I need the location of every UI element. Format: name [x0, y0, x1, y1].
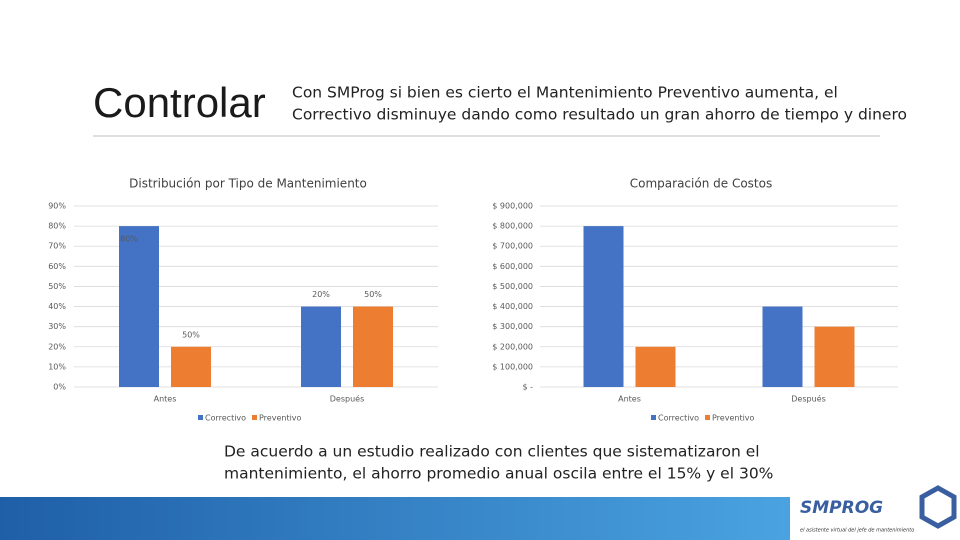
- chart-title: Distribución por Tipo de Mantenimiento: [129, 177, 367, 191]
- y-tick-label: $ 600,000: [492, 262, 533, 271]
- slide-title: Controlar: [93, 79, 266, 126]
- y-tick-label: 40%: [48, 302, 66, 311]
- subtitle-line: Con SMProg si bien es cierto el Mantenim…: [292, 84, 838, 102]
- footer-line: De acuerdo a un estudio realizado con cl…: [224, 443, 760, 461]
- y-tick-label: 0%: [53, 383, 66, 392]
- legend-label: Preventivo: [259, 414, 302, 423]
- y-tick-label: 50%: [48, 282, 66, 291]
- bar: [171, 346, 211, 387]
- y-tick-label: 90%: [48, 202, 66, 211]
- y-tick-label: $ 300,000: [492, 322, 533, 331]
- legend-swatch: [252, 415, 257, 420]
- y-tick-label: 60%: [48, 262, 66, 271]
- legend-swatch: [705, 415, 710, 420]
- y-tick-label: 20%: [48, 342, 66, 351]
- legend-label: Preventivo: [712, 414, 755, 423]
- y-tick-label: 30%: [48, 322, 66, 331]
- footer-line: mantenimiento, el ahorro promedio anual …: [224, 465, 773, 483]
- legend-label: Correctivo: [658, 414, 699, 423]
- logo-name: SMPROG: [800, 498, 883, 518]
- logo-tagline: el asistente virtual del jefe de manteni…: [800, 528, 914, 534]
- logo-icon: [919, 485, 957, 529]
- y-tick-label: 10%: [48, 362, 66, 371]
- y-tick-label: $ 900,000: [492, 202, 533, 211]
- legend-swatch: [651, 415, 656, 420]
- x-tick-label: Después: [330, 394, 365, 404]
- chart-title: Comparación de Costos: [630, 177, 772, 191]
- legend-label: Correctivo: [205, 414, 246, 423]
- bar: [353, 306, 393, 387]
- data-label: 50%: [364, 290, 382, 299]
- bar: [635, 346, 676, 387]
- y-tick-label: $ 100,000: [492, 362, 533, 371]
- y-tick-label: $ 400,000: [492, 302, 533, 311]
- y-tick-label: $ 500,000: [492, 282, 533, 291]
- data-label: 20%: [312, 290, 330, 299]
- bottom-band: [0, 497, 790, 540]
- bar: [762, 306, 803, 387]
- y-tick-label: 70%: [48, 242, 66, 251]
- y-tick-label: $ 800,000: [492, 222, 533, 231]
- y-tick-label: $ 200,000: [492, 342, 533, 351]
- bar: [583, 226, 624, 387]
- x-tick-label: Después: [791, 394, 826, 404]
- bar: [119, 226, 159, 387]
- bar: [814, 326, 855, 387]
- logo-box: [790, 487, 960, 540]
- x-tick-label: Antes: [154, 395, 177, 404]
- y-tick-label: 80%: [48, 222, 66, 231]
- data-label: 50%: [182, 330, 200, 339]
- subtitle-line: Correctivo disminuye dando como resultad…: [292, 106, 907, 124]
- y-tick-label: $ -: [522, 383, 533, 392]
- legend-swatch: [198, 415, 203, 420]
- data-label: 80%: [120, 235, 138, 244]
- x-tick-label: Antes: [618, 395, 641, 404]
- y-tick-label: $ 700,000: [492, 242, 533, 251]
- bar: [301, 306, 341, 387]
